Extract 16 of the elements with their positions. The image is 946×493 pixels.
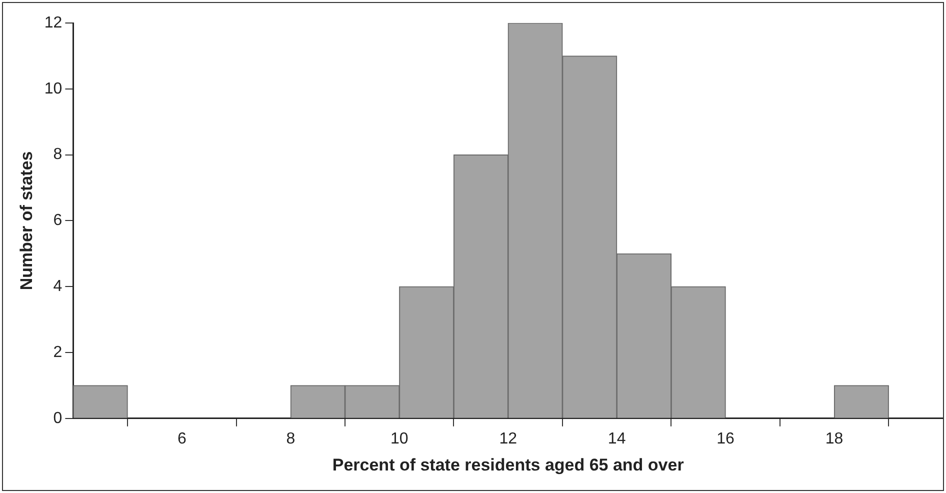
x-tick-label: 14 [608, 430, 626, 448]
x-tick-label: 12 [499, 430, 518, 448]
y-tick-label: 10 [44, 80, 62, 98]
y-axis-title: Number of states [16, 151, 36, 290]
y-tick-label: 8 [53, 146, 62, 164]
y-tick-label: 4 [53, 278, 62, 296]
x-axis-title: Percent of state residents aged 65 and over [332, 455, 684, 474]
x-tick-label: 10 [390, 430, 408, 448]
y-tick-label: 2 [53, 344, 62, 361]
x-tick-label: 8 [286, 430, 296, 448]
y-tick-label: 0 [53, 410, 62, 427]
x-tick-label: 6 [177, 430, 186, 448]
x-tick-label: 18 [825, 430, 844, 448]
x-tick-label: 16 [716, 430, 735, 448]
y-tick-label: 6 [53, 212, 62, 230]
y-tick-label: 12 [44, 14, 62, 32]
